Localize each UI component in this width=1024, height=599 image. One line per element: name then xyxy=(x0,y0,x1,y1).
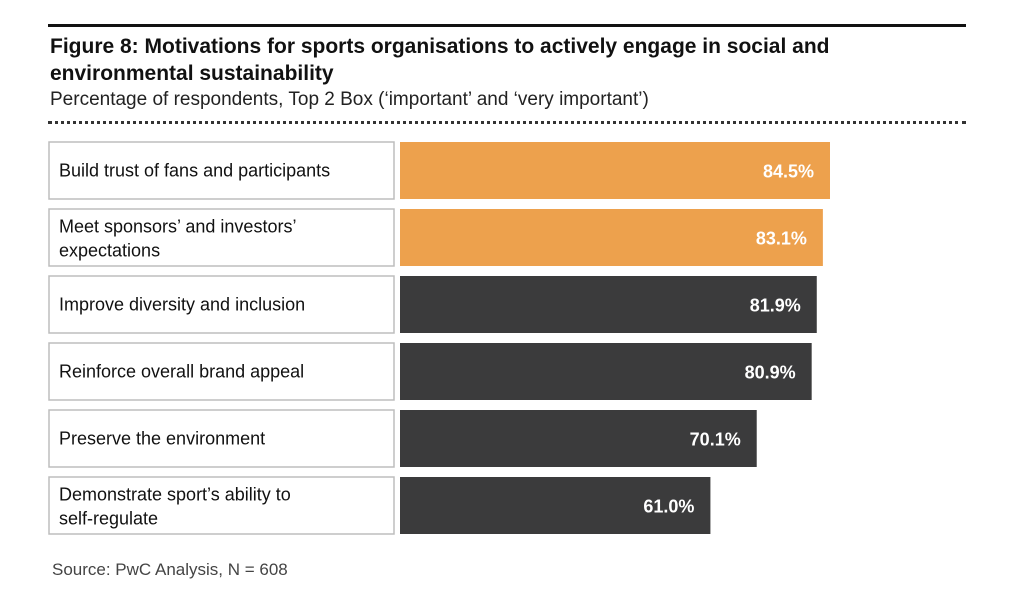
category-label-1: Build trust of fans and participants xyxy=(59,161,330,181)
bar-1 xyxy=(400,142,830,199)
category-label-3: Improve diversity and inclusion xyxy=(59,295,305,315)
category-label-box-1 xyxy=(48,141,395,200)
category-label-box-4 xyxy=(48,342,395,401)
bar-6 xyxy=(400,477,711,534)
bar-5 xyxy=(400,410,757,467)
category-label-box-6 xyxy=(48,476,395,535)
figure-subtitle: Percentage of respondents, Top 2 Box (‘i… xyxy=(50,89,649,110)
value-label-1: 84.5% xyxy=(763,162,814,182)
category-label-4: Reinforce overall brand appeal xyxy=(59,362,304,382)
category-label-box-3 xyxy=(48,275,395,334)
top-rule xyxy=(48,24,966,27)
value-label-5: 70.1% xyxy=(690,430,741,450)
source-note: Source: PwC Analysis, N = 608 xyxy=(52,560,288,579)
bar-4 xyxy=(400,343,812,400)
value-label-3: 81.9% xyxy=(750,296,801,316)
bar-2 xyxy=(400,209,823,266)
bar-3 xyxy=(400,276,817,333)
category-label-box-2 xyxy=(48,208,395,267)
category-label-box-5 xyxy=(48,409,395,468)
category-label-6: Demonstrate sport’s ability to self-regul… xyxy=(59,485,291,529)
value-label-6: 61.0% xyxy=(643,497,694,517)
category-label-2: Meet sponsors’ and investors’ expectation… xyxy=(59,217,296,261)
value-label-2: 83.1% xyxy=(756,229,807,249)
value-label-4: 80.9% xyxy=(745,363,796,383)
dotted-divider xyxy=(48,121,966,124)
category-label-5: Preserve the environment xyxy=(59,429,265,449)
figure-title: Figure 8: Motivations for sports organis… xyxy=(50,35,830,85)
